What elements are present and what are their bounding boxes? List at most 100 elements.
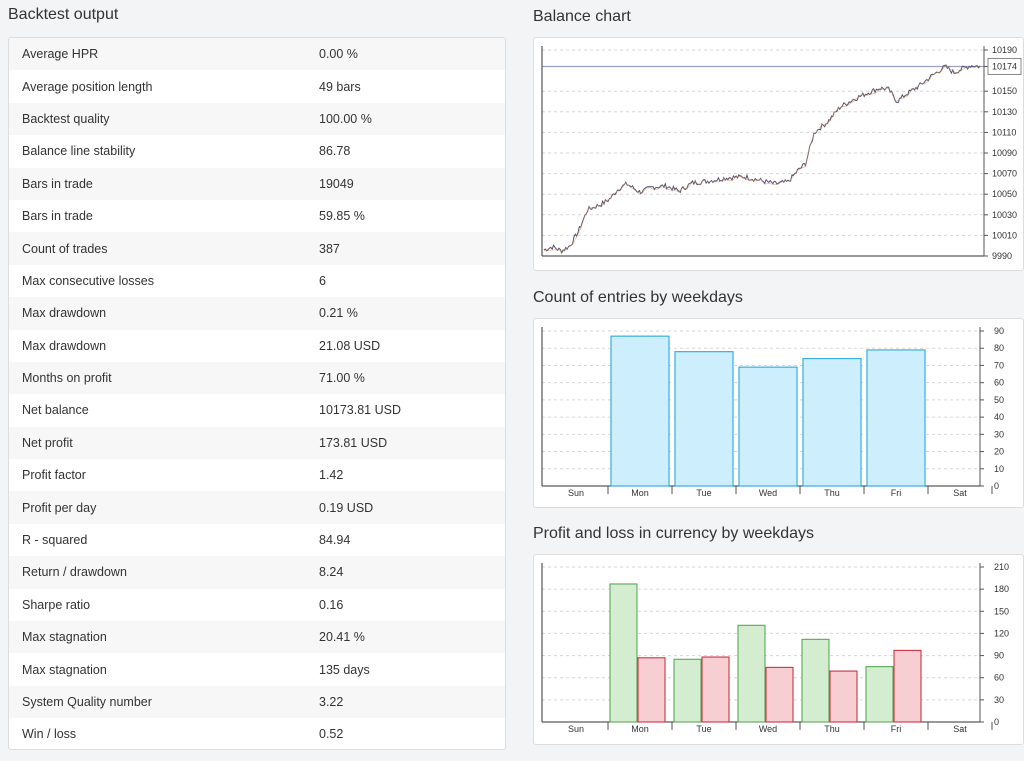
balance-chart-panel: 9990 10010 10030 10050 10070 10090 10110 10130 1… [533, 37, 1024, 271]
stat-name: Return / drawdown [9, 556, 319, 589]
y-tick-label: 20 [994, 447, 1004, 457]
stat-value: 59.85 % [319, 209, 365, 224]
stat-row: Average HPR 0.00 % [9, 38, 505, 71]
stat-row: Net profit 173.81 USD [9, 426, 505, 460]
pnl-chart-panel: 0 30 60 90 120 150 180 210 Sun Mon Tue Wed Thu Fri Sat [533, 554, 1024, 745]
profit-bar [673, 658, 702, 723]
stat-value: 0.52 [319, 727, 344, 742]
x-tick-label: Mon [631, 488, 649, 498]
stat-row: Balance line stability 86.78 [9, 135, 505, 167]
loss-bar [701, 656, 730, 723]
entries-chart-panel: 0 10 20 30 40 50 60 70 80 90 Sun Mon Tue Wed Thu Fri Sat [533, 318, 1024, 508]
y-tick-label: 150 [994, 606, 1009, 616]
x-tick-label: Sun [568, 488, 584, 498]
y-tick-label: 50 [994, 395, 1004, 405]
loss-bar [893, 649, 922, 723]
stat-row: R - squared 84.94 [9, 524, 505, 556]
y-tick-label: 60 [994, 673, 1004, 683]
stat-row: Win / loss 0.52 [9, 718, 505, 749]
stat-value: 10173.81 USD [319, 403, 402, 418]
y-tick-label: 40 [994, 412, 1004, 422]
y-tick-label: 120 [994, 628, 1009, 638]
stat-row: Max drawdown 21.08 USD [9, 330, 505, 362]
stat-row: System Quality number 3.22 [9, 685, 505, 719]
stat-row: Average position length 49 bars [9, 70, 505, 102]
y-tick-label: 10190 [992, 45, 1017, 55]
stat-name: Backtest quality [9, 102, 319, 136]
y-tick-label: 0 [994, 717, 999, 727]
stat-value: 21.08 USD [319, 338, 381, 353]
loss-bar [829, 670, 858, 723]
y-tick-label: 10 [994, 464, 1004, 474]
stat-name: Max stagnation [9, 621, 319, 654]
x-tick-label: Fri [891, 724, 902, 734]
current-value-label: 10174 [992, 61, 1017, 71]
stat-value: 1.42 [319, 468, 344, 483]
stat-name: Max consecutive losses [22, 273, 155, 288]
stat-row: Max drawdown 0.21 % [9, 297, 505, 330]
stat-value: 71.00 % [319, 361, 505, 395]
stat-name: Count of trades [9, 232, 319, 265]
y-tick-label: 10070 [992, 169, 1017, 179]
loss-bar [765, 666, 794, 723]
balance-line-accent [543, 66, 978, 252]
stat-row: Months on profit 71.00 % [9, 361, 505, 395]
y-tick-label: 9990 [992, 251, 1012, 261]
stats-table: Average HPR 0.00 % Average position length… [9, 38, 505, 749]
entries-bar [802, 357, 862, 487]
entries-bar [866, 349, 926, 487]
y-tick-label: 30 [994, 695, 1004, 705]
x-tick-label: Sat [953, 724, 967, 734]
entries-chart-title: Count of entries by weekdays [533, 289, 743, 306]
profit-bar [737, 624, 766, 723]
stat-row: Max stagnation 135 days [9, 653, 505, 685]
profit-bar [865, 666, 894, 723]
profit-bar [609, 583, 638, 723]
stat-row: Bars in trade 19049 [9, 167, 505, 200]
stat-row: Profit per day 0.19 USD [9, 491, 505, 524]
profit-bar [801, 638, 830, 723]
stat-name: Balance line stability [22, 144, 136, 159]
stat-value: 8.24 [319, 556, 505, 589]
x-tick-label: Wed [759, 724, 777, 734]
x-tick-label: Thu [824, 488, 840, 498]
stat-value: 387 [319, 232, 505, 265]
y-tick-label: 180 [994, 584, 1009, 594]
y-tick-label: 30 [994, 429, 1004, 439]
stat-row: Backtest quality 100.00 % [9, 102, 505, 136]
stat-value: 135 days [319, 662, 370, 677]
stat-name: Net balance [22, 403, 89, 418]
stat-name: Sharpe ratio [22, 597, 91, 612]
y-tick-label: 70 [994, 360, 1004, 370]
stat-name: Max drawdown [22, 338, 107, 353]
stat-name: Win / loss [22, 727, 77, 742]
stat-row: Max consecutive losses 6 [9, 265, 505, 297]
y-tick-label: 210 [994, 562, 1009, 572]
stat-value: 19049 [319, 167, 505, 200]
stat-value: 0.19 USD [319, 491, 505, 524]
stat-name: Average position length [22, 79, 153, 94]
y-tick-label: 10150 [992, 86, 1017, 96]
x-tick-label: Fri [891, 488, 902, 498]
y-tick-label: 10130 [992, 107, 1017, 117]
current-value-box [987, 57, 1022, 75]
x-tick-label: Sun [568, 724, 584, 734]
balance-line [543, 64, 981, 255]
x-tick-label: Wed [759, 488, 777, 498]
backtest-output-title: Backtest output [8, 6, 119, 23]
stat-row: Sharpe ratio 0.16 [9, 589, 505, 621]
pnl-chart-title: Profit and loss in currency by weekdays [533, 525, 815, 542]
stat-name: R - squared [22, 533, 88, 548]
y-tick-label: 90 [994, 651, 1004, 661]
stat-value: 20.41 % [319, 621, 505, 654]
stat-value: 6 [319, 273, 326, 288]
entries-chart: 0 10 20 30 40 50 60 70 80 90 Sun Mon Tue Wed Thu Fri Sat [541, 326, 1004, 498]
loss-bar [637, 657, 666, 723]
entries-bar [610, 335, 670, 487]
entries-bar [738, 366, 798, 487]
pnl-chart: 0 30 60 90 120 150 180 210 Sun Mon Tue Wed Thu Fri Sat [541, 562, 1009, 734]
x-tick-label: Mon [631, 724, 649, 734]
stat-name: Average HPR [9, 38, 319, 71]
stat-name: Months on profit [9, 361, 319, 395]
y-tick-label: 10030 [992, 210, 1017, 220]
